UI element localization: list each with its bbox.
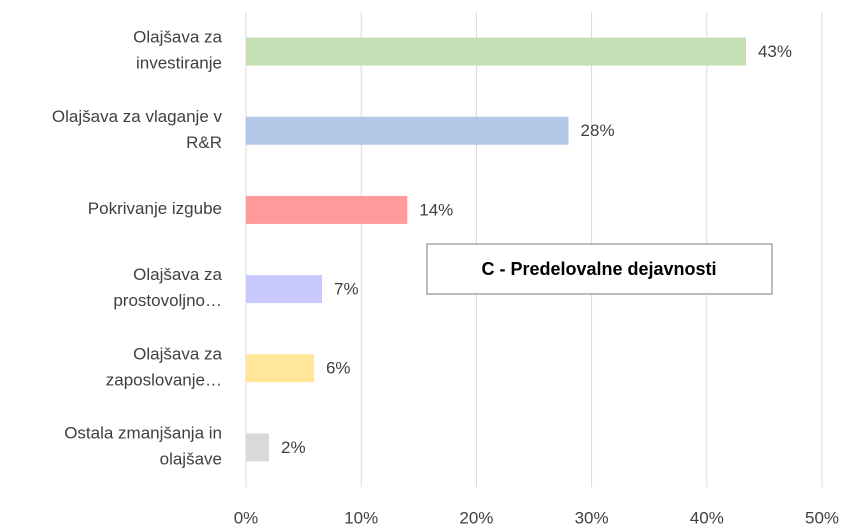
y-tick-label: Olajšava za vlaganje v R&R	[52, 107, 223, 152]
data-label: 28%	[581, 121, 615, 140]
bar	[246, 195, 408, 224]
y-tick-label: Olajšava za prostovoljno…	[113, 266, 222, 311]
y-tick-label: Olajšava za investiranje	[133, 28, 222, 73]
x-tick-label: 40%	[690, 508, 724, 527]
bar	[246, 275, 323, 304]
y-tick-label: Ostala zmanjšanja in olajšave	[64, 424, 222, 469]
bar	[246, 37, 746, 66]
y-tick-label: Olajšava za zaposlovanje…	[106, 345, 223, 390]
x-tick-label: 20%	[459, 508, 493, 527]
annotation-box	[426, 243, 773, 295]
bar	[246, 433, 270, 462]
data-label: 7%	[334, 280, 359, 299]
data-label: 6%	[326, 359, 351, 378]
data-label: 2%	[281, 438, 306, 457]
x-tick-label: 0%	[234, 508, 259, 527]
data-label: 14%	[419, 200, 453, 219]
y-tick-label: Pokrivanje izgube	[88, 199, 222, 218]
bar	[246, 354, 314, 383]
bar	[246, 116, 569, 145]
x-tick-label: 10%	[344, 508, 378, 527]
x-tick-label: 50%	[805, 508, 839, 527]
annotation: C - Predelovalne dejavnosti	[481, 259, 716, 279]
data-label: 43%	[758, 42, 792, 61]
x-tick-label: 30%	[575, 508, 609, 527]
